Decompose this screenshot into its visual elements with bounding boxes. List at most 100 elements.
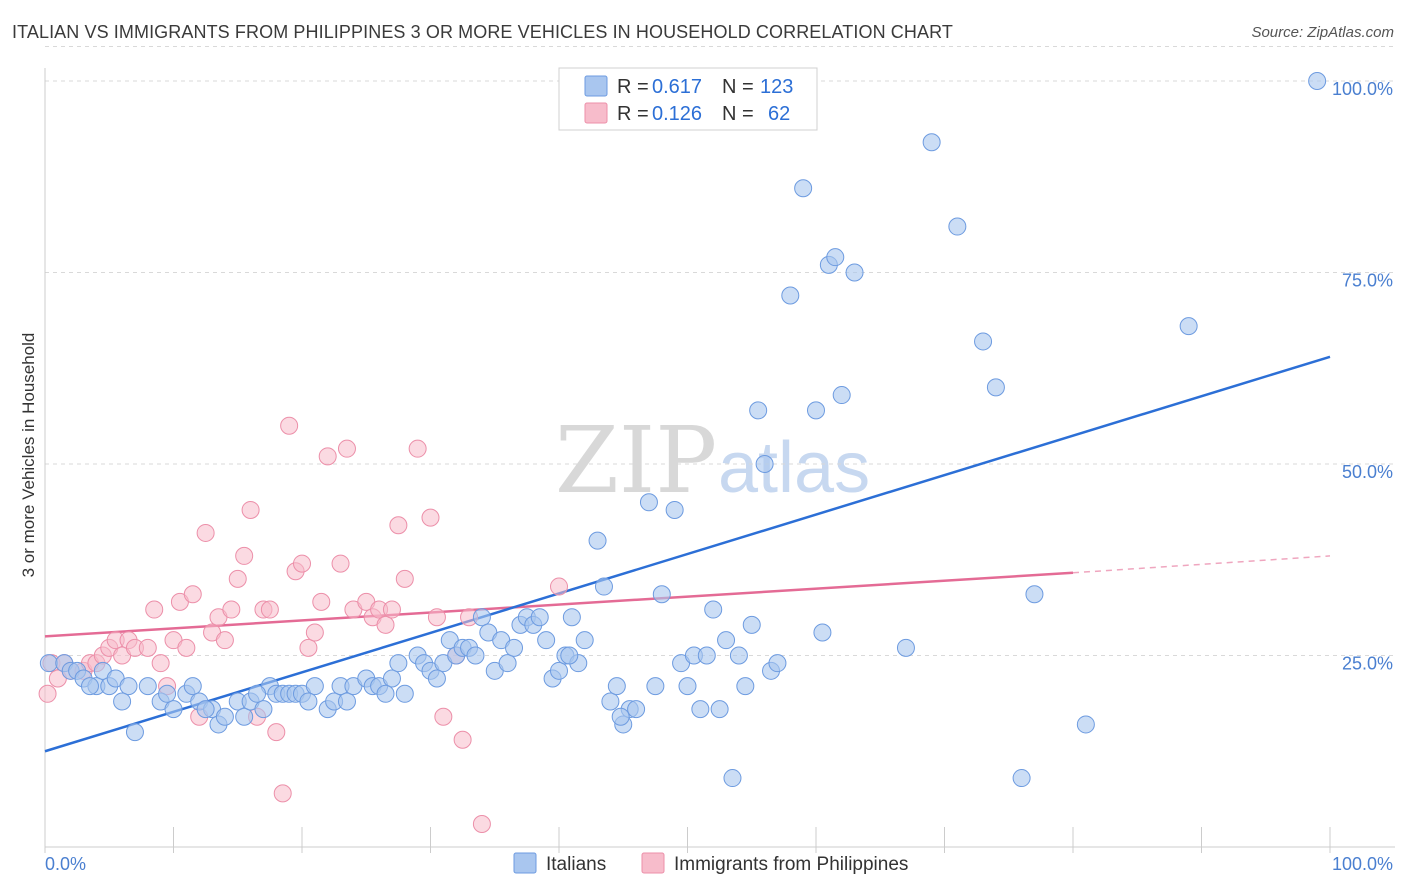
point-italians: [755, 455, 774, 473]
y-tick-label: 50.0%: [1342, 462, 1393, 482]
y-tick-label: 25.0%: [1342, 654, 1393, 674]
point-italians: [794, 179, 813, 198]
point-philippines: [550, 577, 568, 596]
point-philippines: [273, 784, 292, 803]
point-italians: [254, 700, 273, 719]
point-italians: [550, 661, 568, 680]
point-italians: [611, 707, 630, 726]
y-tick-labels: 25.0% 50.0% 75.0% 100.0%: [1332, 79, 1393, 674]
point-italians: [183, 677, 202, 696]
point-italians: [305, 677, 324, 696]
point-philippines: [427, 608, 446, 627]
point-italians: [80, 677, 99, 696]
legend-n-value-2: 62: [768, 103, 790, 125]
point-italians: [125, 723, 144, 742]
point-philippines: [434, 707, 453, 726]
point-italians: [986, 378, 1005, 397]
point-italians: [768, 654, 787, 673]
bottom-legend-swatch-philippines: [641, 852, 665, 874]
point-italians: [530, 608, 549, 627]
point-italians: [652, 585, 671, 604]
point-philippines: [267, 723, 286, 742]
legend-swatch-philippines: [584, 102, 608, 124]
legend-r-value-2: 0.126: [652, 103, 702, 125]
point-philippines: [472, 815, 491, 834]
point-italians: [248, 684, 267, 703]
trend-line-philippines-extension: [1072, 555, 1331, 574]
point-italians: [749, 401, 768, 420]
legend-r-label-1: R =: [617, 76, 649, 98]
legend-r-value-1: 0.617: [652, 76, 702, 98]
point-italians: [575, 631, 594, 650]
point-philippines: [196, 523, 215, 542]
bottom-legend-philippines: Immigrants from Philippines: [674, 854, 908, 875]
point-italians: [472, 608, 491, 627]
point-philippines: [215, 631, 234, 650]
point-italians: [389, 654, 408, 673]
point-italians: [627, 700, 646, 719]
point-italians: [691, 700, 710, 719]
point-italians: [1012, 769, 1031, 788]
watermark-atlas: atlas: [718, 428, 870, 508]
point-philippines: [299, 638, 318, 657]
point-philippines: [293, 554, 311, 573]
bottom-legend-italians: Italians: [546, 854, 606, 875]
point-philippines: [145, 600, 164, 619]
point-philippines: [376, 615, 395, 634]
point-italians: [158, 684, 177, 703]
point-philippines: [312, 592, 331, 611]
point-italians: [845, 263, 864, 282]
y-axis-label: 3 or more Vehicles in Household: [19, 333, 38, 578]
point-italians: [736, 677, 755, 696]
point-italians: [588, 531, 607, 550]
point-philippines: [151, 654, 170, 673]
point-philippines: [408, 439, 427, 458]
point-philippines: [305, 623, 324, 642]
point-philippines: [38, 684, 57, 703]
point-italians: [704, 600, 723, 619]
point-italians: [813, 623, 832, 642]
x-tick-label: 100.0%: [1332, 854, 1393, 874]
x-tick-labels: 0.0% 100.0%: [45, 854, 1393, 874]
legend-n-label-1: N =: [722, 76, 754, 98]
point-italians: [560, 646, 579, 665]
point-italians: [196, 700, 215, 719]
point-philippines: [318, 447, 337, 466]
legend-swatch-italians: [584, 75, 608, 97]
point-philippines: [241, 500, 260, 519]
point-philippines: [331, 554, 350, 573]
point-italians: [427, 669, 446, 688]
point-philippines: [453, 730, 472, 749]
point-italians: [1076, 715, 1095, 734]
legend-n-value-1: 123: [760, 76, 793, 98]
point-philippines: [421, 508, 440, 527]
point-italians: [948, 217, 967, 236]
point-italians: [742, 615, 761, 634]
bottom-legend: Italians Immigrants from Philippines: [513, 852, 908, 875]
point-italians: [395, 684, 414, 703]
point-philippines: [183, 585, 202, 604]
point-philippines: [228, 569, 247, 588]
source-label: Source: ZipAtlas.com: [1251, 24, 1394, 41]
point-italians: [164, 700, 183, 719]
point-italians: [138, 677, 157, 696]
point-philippines: [280, 416, 299, 435]
point-italians: [382, 669, 401, 688]
point-italians: [922, 133, 941, 152]
chart-title: ITALIAN VS IMMIGRANTS FROM PHILIPPINES 3…: [12, 22, 953, 42]
point-philippines: [382, 600, 401, 619]
watermark-zip: ZIP: [555, 407, 717, 514]
point-italians: [697, 646, 716, 665]
point-italians: [215, 707, 234, 726]
point-italians: [896, 638, 915, 657]
legend: R = 0.617 N = 123 R = 0.126 N = 62: [558, 67, 818, 131]
point-philippines: [222, 600, 241, 619]
point-philippines: [177, 638, 196, 657]
point-italians: [646, 677, 665, 696]
point-italians: [376, 684, 395, 703]
point-philippines: [260, 600, 279, 619]
point-italians: [299, 692, 318, 711]
point-italians: [119, 677, 138, 696]
point-italians: [729, 646, 748, 665]
